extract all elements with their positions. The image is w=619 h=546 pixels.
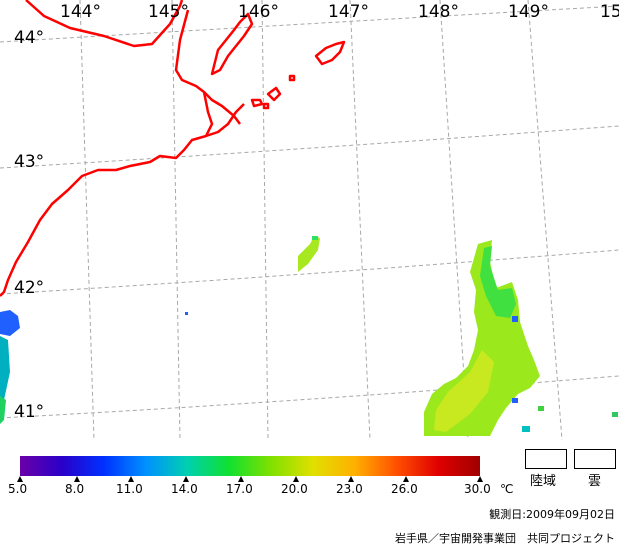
colorbar-tick: [74, 476, 80, 482]
coastline-kunashiri: [210, 12, 254, 76]
longitude-line-149: [527, 0, 563, 440]
latitude-line-43: [0, 125, 619, 169]
graticule: [0, 0, 619, 440]
colorbar-tick: [348, 476, 354, 482]
colorbar-tick-label: 17.0: [226, 482, 253, 496]
sst-patch-west-3: [0, 396, 6, 424]
sst-patch-cyan-dot: [522, 426, 530, 432]
coastline: [0, 0, 346, 297]
cloud-legend-swatch: [574, 449, 616, 469]
land-legend-swatch: [525, 449, 567, 469]
coastline-etorofu: [314, 40, 346, 66]
longitude-label-149: 149°: [508, 2, 549, 22]
coastline-hokkaido: [0, 0, 214, 297]
sst-patch-west: [0, 310, 20, 336]
latitude-line-44: [0, 5, 619, 43]
sst-patch-large-core: [434, 350, 494, 432]
colorbar-tick-marks: [17, 476, 483, 482]
longitude-line-144: [79, 0, 95, 440]
colorbar-tick: [17, 476, 23, 482]
colorbar-tick: [403, 476, 409, 482]
longitude-line-146: [261, 0, 269, 440]
longitude-line-147: [349, 0, 371, 440]
colorbar-tick: [183, 476, 189, 482]
longitude-label-147: 147°: [328, 2, 369, 22]
colorbar-tick-label: 23.0: [336, 482, 363, 496]
land-legend-label: 陸域: [530, 474, 557, 489]
sst-data: [0, 236, 618, 436]
temperature-colorbar: [20, 456, 480, 476]
longitude-label-150: 15: [600, 2, 619, 22]
coastline-shikotan: [250, 98, 264, 108]
coastline-islet-2: [288, 74, 296, 82]
cloud-legend-label: 雲: [588, 474, 602, 489]
sst-patch-west-2: [0, 336, 10, 404]
coastline-shiretoko: [203, 91, 245, 138]
longitude-label-148: 148°: [418, 2, 459, 22]
latitude-label-41: 41°: [14, 402, 45, 422]
colorbar-tick: [238, 476, 244, 482]
latitude-label-42: 42°: [14, 278, 45, 298]
longitude-line-148: [439, 0, 469, 440]
latitude-label-44: 44°: [14, 28, 45, 48]
latitude-line-41: [0, 375, 619, 419]
colorbar-tick-label: 26.0: [391, 482, 418, 496]
sst-patch-small: [298, 236, 320, 272]
colorbar-tick-label: 8.0: [65, 482, 85, 496]
longitude-label-145: 145°: [148, 2, 189, 22]
sst-patch-green-dot: [538, 406, 544, 411]
coastline-habomai: [266, 86, 282, 102]
sst-patch-green: [480, 246, 516, 318]
longitude-line-145: [171, 0, 181, 440]
colorbar-tick-label: 20.0: [281, 482, 308, 496]
latitude-label-43: 43°: [14, 152, 45, 172]
longitude-label-144: 144°: [60, 2, 101, 22]
colorbar-unit: ℃: [500, 482, 514, 496]
sst-patch-blue-dot-1: [512, 316, 518, 322]
sst-patch-small-dot: [312, 236, 318, 240]
colorbar-tick: [293, 476, 299, 482]
latitude-line-42: [0, 249, 619, 295]
colorbar-tick-label: 11.0: [116, 482, 143, 496]
observation-date: 観測日:2009年09月02日: [489, 508, 615, 521]
sst-patch-blue-speck: [185, 312, 188, 315]
colorbar-tick-label: 5.0: [8, 482, 28, 496]
credit-text: 岩手県／宇宙開発事業団 共同プロジェクト: [395, 532, 615, 545]
longitude-label-146: 146°: [238, 2, 279, 22]
colorbar-tick: [128, 476, 134, 482]
sea-surface-temperature-map: [0, 0, 619, 440]
coastline-islet-1: [262, 102, 270, 110]
colorbar-tick: [477, 476, 483, 482]
sst-patch-blue-dot-2: [512, 398, 518, 403]
sst-patch-far-dot: [612, 412, 618, 417]
colorbar-tick-label: 14.0: [171, 482, 198, 496]
colorbar-tick-label: 30.0: [464, 482, 491, 496]
